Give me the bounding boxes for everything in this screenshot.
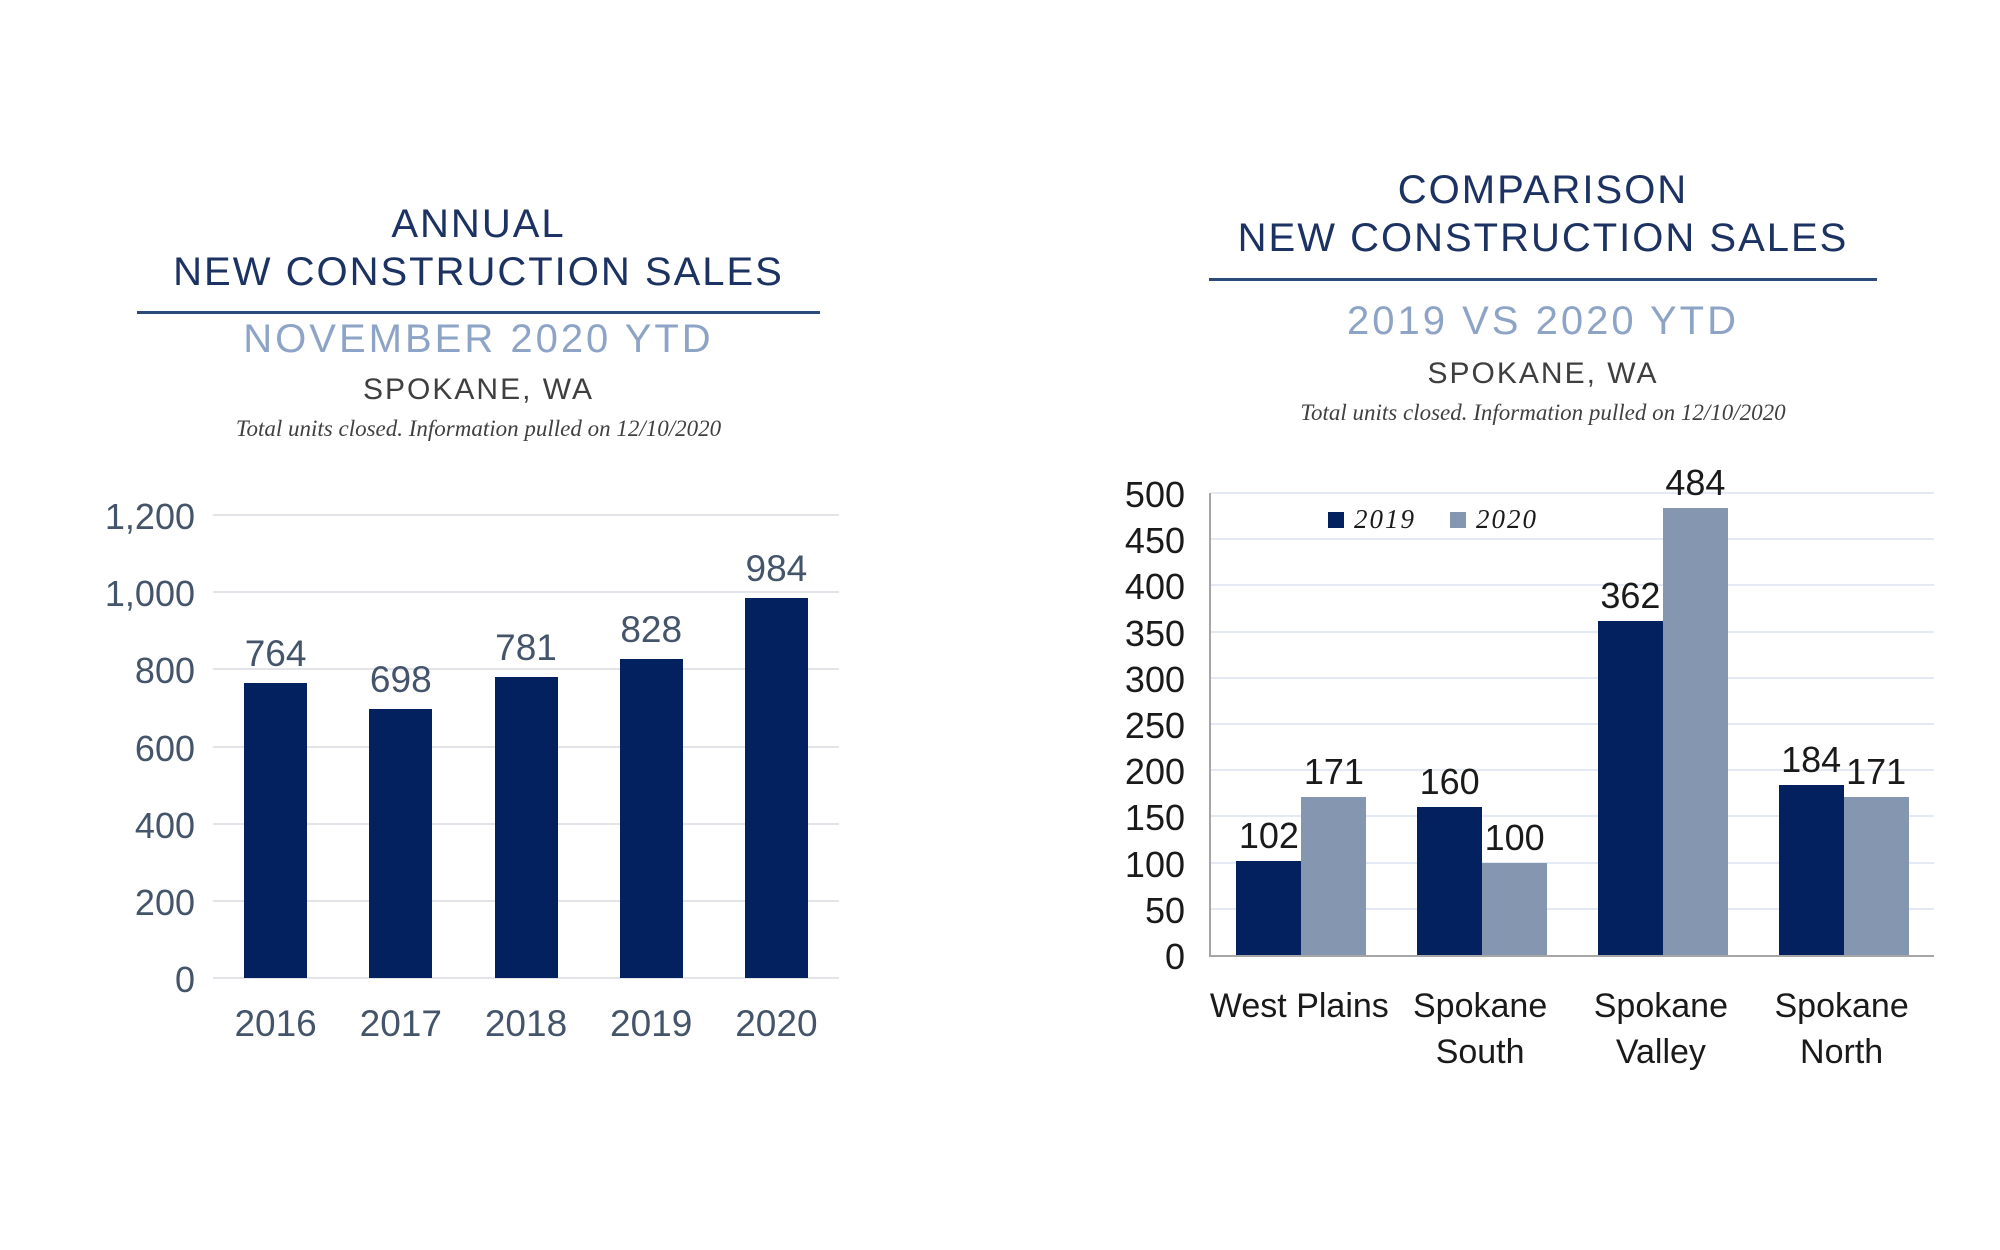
x-tick-label: 2018: [484, 1003, 568, 1044]
value-label: 102: [1238, 814, 1299, 856]
x-tick-label-line: South: [1435, 1033, 1525, 1071]
value-label: 171: [1303, 750, 1364, 792]
bar-2019-West Plains: [1236, 860, 1302, 955]
y-tick-label: 1,000: [104, 573, 195, 615]
chart-legend: 2019 2020: [1328, 504, 1538, 535]
bar-2016: [244, 683, 308, 978]
gridline: [1211, 861, 1934, 864]
legend-label-2019: 2019: [1354, 504, 1416, 534]
value-label: 828: [620, 608, 683, 650]
value-label: 781: [495, 626, 557, 668]
left-title-line2: NEW CONSTRUCTION SALES: [173, 250, 784, 294]
value-label: 698: [369, 658, 432, 700]
y-tick-label: 1,200: [104, 496, 195, 537]
x-tick-label: Spokane Valley: [1561, 983, 1761, 1075]
y-tick-label: 0: [174, 959, 195, 1000]
right-title-underline: [1209, 278, 1877, 281]
value-label: 362: [1600, 574, 1661, 616]
value-label: 100: [1484, 816, 1545, 858]
bar-2019-Spokane North: [1778, 784, 1844, 955]
x-tick-label-line: Spokane: [1593, 987, 1728, 1025]
y-tick-label: 250: [1124, 705, 1185, 746]
gridline: [213, 514, 839, 516]
bar-2017: [369, 708, 433, 978]
bar-2020-Spokane North: [1843, 797, 1909, 955]
value-label: 160: [1419, 761, 1480, 803]
y-tick-label: 100: [1124, 843, 1185, 885]
bar-2019-Spokane Valley: [1597, 620, 1663, 955]
value-label: 184: [1781, 738, 1842, 780]
y-tick-label: 800: [134, 650, 195, 692]
gridline: [1211, 907, 1934, 910]
x-tick-label-line: Spokane: [1774, 987, 1909, 1025]
y-tick-label: 500: [1124, 474, 1185, 515]
legend-swatch-2019: [1328, 511, 1344, 528]
x-tick-label: Spokane North: [1742, 983, 1942, 1075]
bar-2020-Spokane South: [1482, 862, 1548, 955]
value-label: 764: [244, 633, 307, 675]
bar-2020-Spokane Valley: [1662, 507, 1728, 955]
left-chart-title: ANNUAL NEW CONSTRUCTION SALES: [137, 200, 820, 296]
annual-plot-area: 764 698 781 828 984: [213, 514, 839, 979]
y-tick-label: 300: [1124, 658, 1185, 700]
left-chart-location: SPOKANE, WA: [363, 373, 594, 406]
gridline: [1211, 630, 1934, 633]
x-tick-label-line: Valley: [1615, 1033, 1706, 1071]
gridline: [1211, 538, 1934, 541]
legend-item-2020: 2020: [1450, 504, 1538, 535]
gridline: [1211, 723, 1934, 725]
legend-swatch-2020: [1450, 511, 1466, 528]
x-tick-label: 2019: [610, 1003, 693, 1044]
left-chart-subtitle: NOVEMBER 2020 YTD: [243, 317, 714, 361]
legend-label-2020: 2020: [1476, 504, 1538, 534]
left-title-underline: [137, 311, 820, 314]
y-tick-label: 350: [1124, 612, 1185, 654]
x-tick-label-line: North: [1800, 1033, 1884, 1071]
y-tick-label: 200: [134, 881, 195, 923]
bar-2019: [619, 658, 683, 978]
right-chart-note: Total units closed. Information pulled o…: [1300, 400, 1786, 425]
y-tick-label: 150: [1124, 797, 1185, 839]
gridline: [1211, 769, 1934, 772]
x-tick-label: 2017: [359, 1003, 442, 1044]
gridline: [213, 591, 839, 594]
left-title-line1: ANNUAL: [391, 202, 566, 246]
bar-2020-West Plains: [1301, 797, 1367, 955]
value-label: 484: [1665, 461, 1726, 503]
value-label: 984: [745, 548, 808, 590]
y-tick-label: 0: [1164, 936, 1185, 977]
y-tick-label: 200: [1124, 751, 1185, 793]
bar-2020: [744, 598, 808, 978]
right-chart-title: COMPARISON NEW CONSTRUCTION SALES: [1209, 166, 1877, 262]
y-tick-label: 450: [1124, 520, 1185, 562]
bar-2018: [494, 676, 558, 978]
gridline: [213, 668, 839, 671]
y-tick-label: 600: [134, 727, 195, 769]
right-title-line2: NEW CONSTRUCTION SALES: [1237, 216, 1849, 260]
y-tick-label: 400: [134, 804, 195, 846]
gridline: [1211, 492, 1934, 494]
x-tick-label-line: Spokane: [1413, 987, 1548, 1025]
right-chart-location: SPOKANE, WA: [1427, 357, 1659, 390]
x-tick-label: 2016: [234, 1003, 317, 1044]
x-tick-label: West Plains: [1199, 983, 1399, 1029]
gridline: [213, 977, 839, 979]
right-chart-subtitle: 2019 VS 2020 YTD: [1347, 299, 1739, 343]
gridline: [1211, 584, 1934, 587]
gridline: [1211, 676, 1934, 679]
y-tick-label: 50: [1144, 889, 1185, 931]
left-chart-note: Total units closed. Information pulled o…: [235, 416, 722, 441]
x-tick-label: Spokane South: [1380, 983, 1580, 1075]
y-tick-label: 400: [1124, 566, 1185, 608]
legend-item-2019: 2019: [1328, 504, 1416, 535]
gridline: [1211, 815, 1934, 818]
comparison-plot-area: 102 171 160 100 362 484 184 171: [1209, 462, 1934, 957]
value-label: 171: [1846, 750, 1907, 792]
right-title-line1: COMPARISON: [1397, 168, 1689, 212]
x-tick-label-line: West Plains: [1209, 987, 1389, 1025]
bar-2019-Spokane South: [1417, 807, 1483, 955]
x-tick-label: 2020: [735, 1003, 818, 1044]
